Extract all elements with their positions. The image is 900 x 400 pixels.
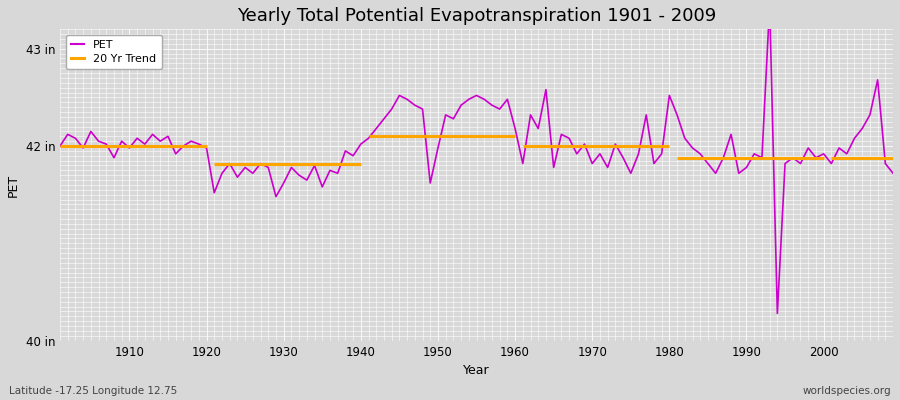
Text: worldspecies.org: worldspecies.org — [803, 386, 891, 396]
Title: Yearly Total Potential Evapotranspiration 1901 - 2009: Yearly Total Potential Evapotranspiratio… — [237, 7, 716, 25]
Text: Latitude -17.25 Longitude 12.75: Latitude -17.25 Longitude 12.75 — [9, 386, 177, 396]
X-axis label: Year: Year — [464, 364, 490, 377]
Y-axis label: PET: PET — [7, 173, 20, 196]
Legend: PET, 20 Yr Trend: PET, 20 Yr Trend — [66, 35, 162, 69]
